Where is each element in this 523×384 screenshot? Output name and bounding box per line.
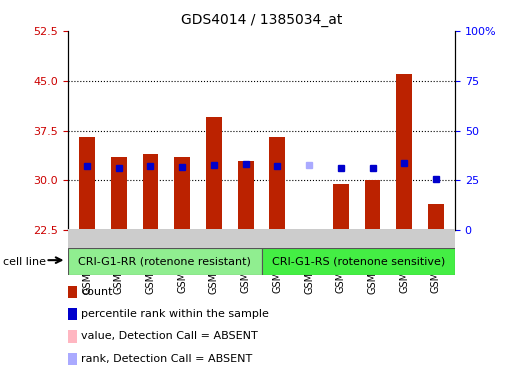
- Bar: [333, 184, 349, 230]
- Bar: [396, 74, 412, 230]
- Bar: [174, 157, 190, 230]
- Bar: [143, 154, 158, 230]
- Text: value, Detection Call = ABSENT: value, Detection Call = ABSENT: [81, 331, 258, 341]
- Bar: [79, 137, 95, 230]
- Text: GDS4014 / 1385034_at: GDS4014 / 1385034_at: [181, 13, 342, 27]
- Bar: [262, 248, 455, 275]
- Bar: [269, 137, 285, 230]
- Bar: [68, 248, 262, 275]
- Text: cell line: cell line: [3, 257, 46, 267]
- Bar: [365, 180, 380, 230]
- Text: rank, Detection Call = ABSENT: rank, Detection Call = ABSENT: [81, 354, 252, 364]
- Bar: [428, 204, 444, 230]
- Text: count: count: [81, 287, 112, 297]
- Text: CRI-G1-RS (rotenone sensitive): CRI-G1-RS (rotenone sensitive): [271, 257, 445, 266]
- Bar: [206, 117, 222, 230]
- Bar: [111, 157, 127, 230]
- Bar: [238, 161, 254, 230]
- Text: CRI-G1-RR (rotenone resistant): CRI-G1-RR (rotenone resistant): [78, 257, 251, 266]
- Text: percentile rank within the sample: percentile rank within the sample: [81, 309, 269, 319]
